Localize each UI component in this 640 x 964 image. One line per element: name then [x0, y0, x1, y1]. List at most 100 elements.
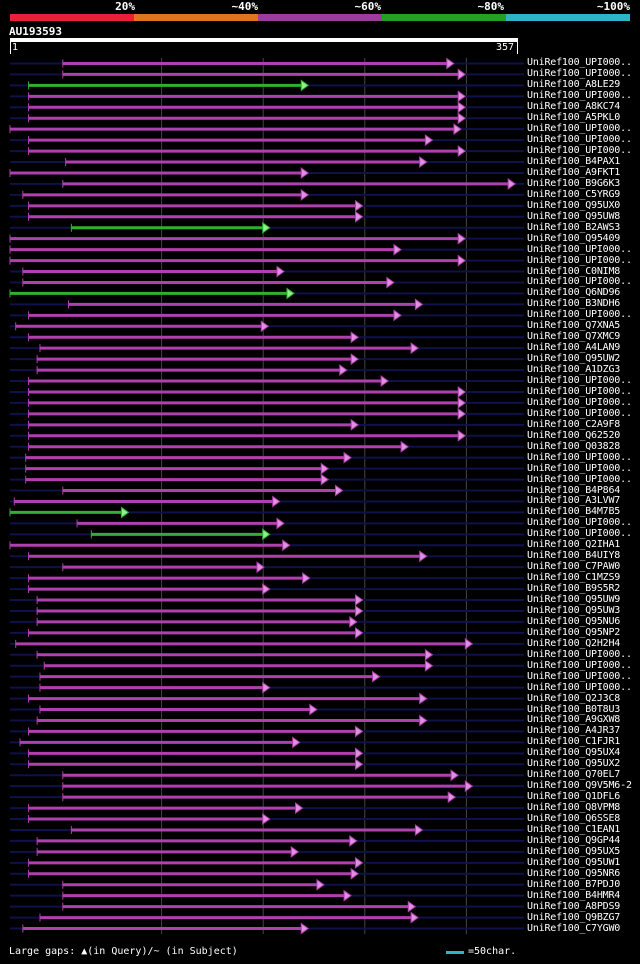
hit-label[interactable]: UniRef100_Q95UW9 [527, 594, 621, 606]
hit-label[interactable]: UniRef100_Q1DFL6 [527, 791, 621, 803]
hit-label[interactable]: UniRef100_UPI000.. [527, 90, 632, 102]
hit-label[interactable]: UniRef100_B7PDJ0 [527, 878, 621, 890]
hit-arrow [262, 583, 271, 596]
hit-label[interactable]: UniRef100_A4JR37 [527, 725, 621, 737]
hit-label[interactable]: UniRef100_Q8VPM8 [527, 802, 621, 814]
hit-label[interactable]: UniRef100_Q95UW3 [527, 604, 621, 616]
hit-label[interactable]: UniRef100_UPI000.. [527, 123, 632, 135]
hit-label[interactable]: UniRef100_Q95UX5 [527, 845, 621, 857]
hit-label[interactable]: UniRef100_Q7XMC9 [527, 331, 621, 343]
hit-label[interactable]: UniRef100_UPI000.. [527, 145, 632, 157]
hit-arrow [464, 780, 474, 793]
hit-label[interactable]: UniRef100_UPI000.. [527, 385, 632, 397]
hit-label[interactable]: UniRef100_A8KC74 [527, 101, 621, 113]
hit-label[interactable]: UniRef100_B9G6K3 [527, 177, 621, 189]
hit-label[interactable]: UniRef100_A4LAN9 [527, 342, 621, 354]
hit-arrow [400, 440, 409, 453]
hit-arrow [286, 287, 295, 300]
hit-label[interactable]: UniRef100_UPI000.. [527, 473, 632, 485]
hit-label[interactable]: UniRef100_UPI000.. [527, 243, 632, 255]
hit-label[interactable]: UniRef100_Q95NP2 [527, 626, 621, 638]
hit-label[interactable]: UniRef100_Q95UW8 [527, 210, 621, 222]
hit-label[interactable]: UniRef100_B4PAX1 [527, 156, 621, 168]
hit-label[interactable]: UniRef100_Q6ND96 [527, 287, 621, 299]
hit-label[interactable]: UniRef100_Q6SSE8 [527, 813, 621, 825]
hit-label[interactable]: UniRef100_C1MZS9 [527, 572, 621, 584]
hit-label[interactable]: UniRef100_A8PDS9 [527, 900, 621, 912]
hit-label[interactable]: UniRef100_B0T8U3 [527, 703, 621, 715]
hit-arrow [276, 265, 285, 278]
hit-arrow [276, 517, 285, 530]
hit-label[interactable]: UniRef100_UPI000.. [527, 375, 632, 387]
hit-label[interactable]: UniRef100_B2AWS3 [527, 221, 621, 233]
hit-label[interactable]: UniRef100_C1FJR1 [527, 736, 621, 748]
hit-label[interactable]: UniRef100_UPI000.. [527, 517, 632, 529]
hit-label[interactable]: UniRef100_A1DZG3 [527, 364, 621, 376]
hit-label[interactable]: UniRef100_A9FKT1 [527, 166, 621, 178]
hit-arrow [450, 769, 459, 782]
hit-label[interactable]: UniRef100_UPI000.. [527, 681, 632, 693]
hit-label[interactable]: UniRef100_B4UIY8 [527, 550, 621, 562]
hit-label[interactable]: UniRef100_UPI000.. [527, 659, 632, 671]
hit-label[interactable]: UniRef100_Q7XNA5 [527, 320, 621, 332]
hit-label[interactable]: UniRef100_Q95UX2 [527, 758, 621, 770]
hit-label[interactable]: UniRef100_UPI000.. [527, 276, 632, 288]
hit-label[interactable]: UniRef100_UPI000.. [527, 134, 632, 146]
hit-label[interactable]: UniRef100_UPI000.. [527, 451, 632, 463]
hit-label[interactable]: UniRef100_UPI000.. [527, 254, 632, 266]
hit-label[interactable]: UniRef100_UPI000.. [527, 648, 632, 660]
hit-arrow [120, 506, 130, 519]
hit-label[interactable]: UniRef100_Q2H2H4 [527, 637, 621, 649]
hit-label[interactable]: UniRef100_UPI000.. [527, 407, 632, 419]
hit-label[interactable]: UniRef100_A5PKL0 [527, 112, 621, 124]
hit-label[interactable]: UniRef100_Q95UX4 [527, 747, 621, 759]
hit-label[interactable]: UniRef100_A8LE29 [527, 79, 621, 91]
hit-arrow [300, 922, 310, 935]
hit-label[interactable]: UniRef100_Q95UX0 [527, 199, 621, 211]
hit-arrow [354, 758, 364, 771]
hit-label[interactable]: UniRef100_C0NIM8 [527, 265, 621, 277]
hit-label[interactable]: UniRef100_A9GXW8 [527, 714, 621, 726]
hit-arrow [262, 681, 271, 694]
hit-label[interactable]: UniRef100_B3NDH6 [527, 298, 621, 310]
hit-label[interactable]: UniRef100_Q9GP44 [527, 834, 621, 846]
hit-label[interactable]: UniRef100_C1EAN1 [527, 823, 621, 835]
hit-label[interactable]: UniRef100_B4P864 [527, 484, 621, 496]
hit-label[interactable]: UniRef100_Q95409 [527, 232, 621, 244]
hit-label[interactable]: UniRef100_B9S5R2 [527, 583, 621, 595]
hit-label[interactable]: UniRef100_UPI000.. [527, 309, 632, 321]
hit-label[interactable]: UniRef100_Q2IHA1 [527, 539, 621, 551]
hit-arrow [300, 188, 310, 201]
hit-label[interactable]: UniRef100_C2A9F8 [527, 418, 621, 430]
legend-scale: =50char. [468, 946, 517, 957]
hit-label[interactable]: UniRef100_Q95NR6 [527, 867, 621, 879]
hit-label[interactable]: UniRef100_Q95UW1 [527, 856, 621, 868]
hit-label[interactable]: UniRef100_UPI000.. [527, 462, 632, 474]
hit-label[interactable]: UniRef100_Q95NU6 [527, 615, 621, 627]
hit-label[interactable]: UniRef100_Q62520 [527, 429, 621, 441]
hit-label[interactable]: UniRef100_UPI000.. [527, 528, 632, 540]
hit-label[interactable]: UniRef100_Q03828 [527, 440, 621, 452]
hit-label[interactable]: UniRef100_Q2J3C8 [527, 692, 621, 704]
hit-arrow [354, 856, 364, 869]
hit-label[interactable]: UniRef100_A3LVW7 [527, 495, 621, 507]
hit-label[interactable]: UniRef100_UPI000.. [527, 670, 632, 682]
hit-label[interactable]: UniRef100_Q9BZG7 [527, 911, 621, 923]
identity-band [10, 14, 134, 21]
hit-arrow [354, 605, 364, 617]
hit-label[interactable]: UniRef100_B4M7B5 [527, 506, 621, 518]
hit-label[interactable]: UniRef100_Q9V5M6-2 [527, 780, 632, 792]
hit-label[interactable]: UniRef100_UPI000.. [527, 396, 632, 408]
hit-label[interactable]: UniRef100_B4HMR4 [527, 889, 621, 901]
hit-label[interactable]: UniRef100_UPI000.. [527, 68, 632, 80]
hit-label[interactable]: UniRef100_Q95UW2 [527, 353, 621, 365]
hit-label[interactable]: UniRef100_UPI000.. [527, 57, 632, 69]
hit-label[interactable]: UniRef100_C7YGW0 [527, 922, 621, 934]
hit-label[interactable]: UniRef100_C5YRG9 [527, 188, 621, 200]
hit-arrow [457, 232, 467, 245]
hit-arrow [349, 834, 358, 847]
hit-label[interactable]: UniRef100_C7PAW0 [527, 561, 621, 573]
hit-label[interactable]: UniRef100_Q70EL7 [527, 769, 621, 781]
hit-arrow [343, 889, 352, 902]
